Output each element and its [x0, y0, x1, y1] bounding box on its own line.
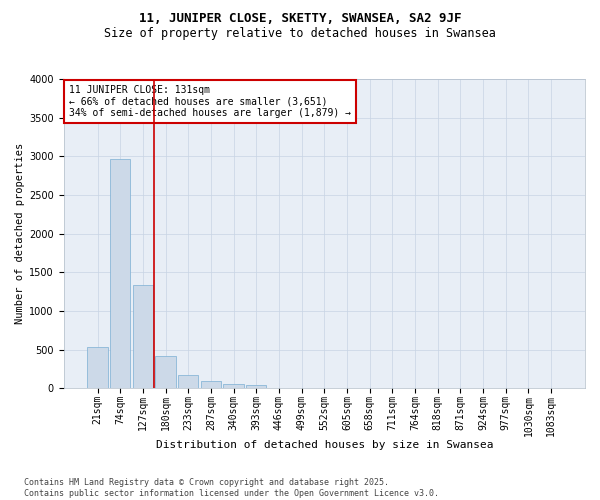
X-axis label: Distribution of detached houses by size in Swansea: Distribution of detached houses by size …	[155, 440, 493, 450]
Bar	[246, 386, 266, 388]
Text: Contains HM Land Registry data © Crown copyright and database right 2025.
Contai: Contains HM Land Registry data © Crown c…	[24, 478, 439, 498]
Text: 11 JUNIPER CLOSE: 131sqm
← 66% of detached houses are smaller (3,651)
34% of sem: 11 JUNIPER CLOSE: 131sqm ← 66% of detach…	[69, 85, 351, 118]
Y-axis label: Number of detached properties: Number of detached properties	[15, 143, 25, 324]
Bar	[133, 285, 153, 389]
Bar	[178, 375, 199, 388]
Bar	[155, 356, 176, 388]
Bar	[88, 348, 108, 389]
Bar	[201, 382, 221, 388]
Text: Size of property relative to detached houses in Swansea: Size of property relative to detached ho…	[104, 28, 496, 40]
Text: 11, JUNIPER CLOSE, SKETTY, SWANSEA, SA2 9JF: 11, JUNIPER CLOSE, SKETTY, SWANSEA, SA2 …	[139, 12, 461, 26]
Bar	[223, 384, 244, 388]
Bar	[110, 160, 130, 388]
